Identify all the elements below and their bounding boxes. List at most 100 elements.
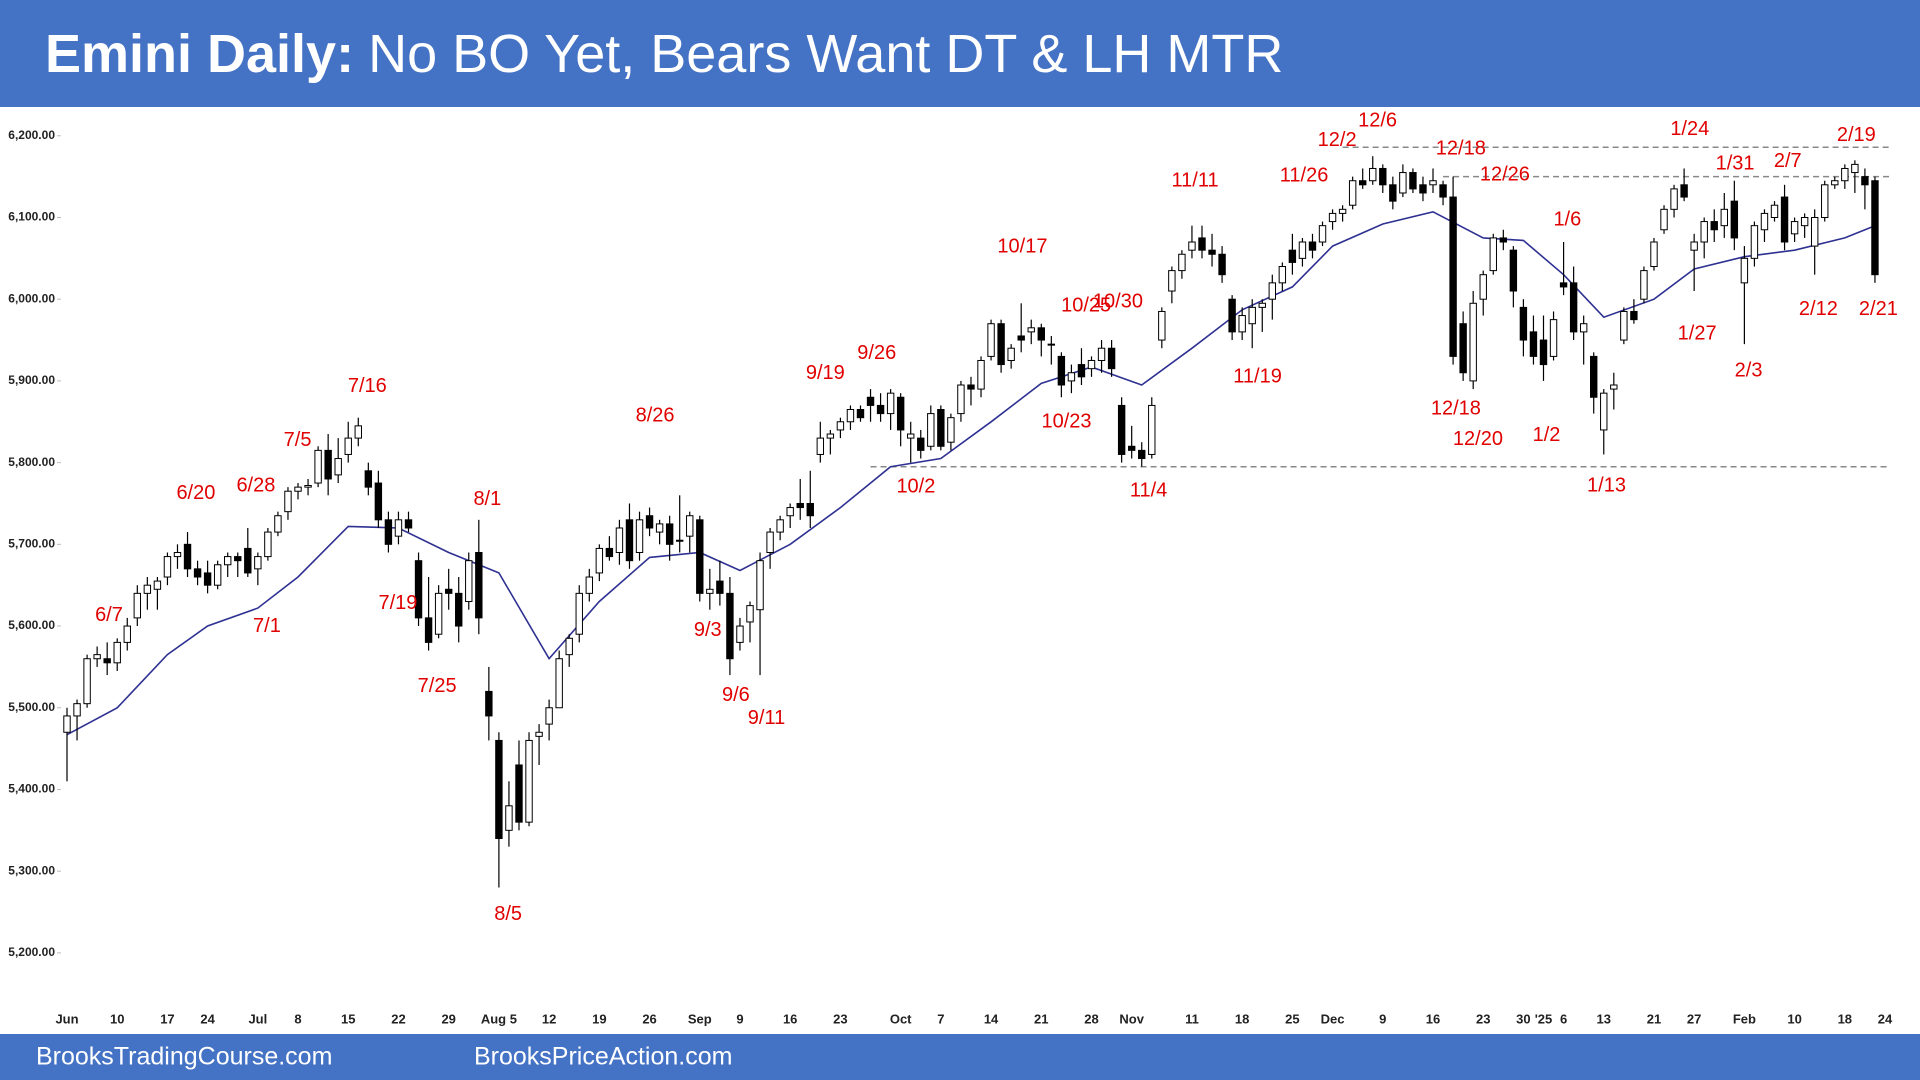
x-tick-label: 14 — [984, 1011, 999, 1026]
candle-body — [947, 417, 955, 443]
candle-body — [63, 715, 71, 733]
candle-body — [987, 323, 995, 357]
candle-body — [1228, 298, 1236, 333]
candle-body — [344, 437, 352, 455]
candle-body — [967, 384, 975, 390]
candle-body — [957, 384, 965, 415]
candle-body — [1600, 392, 1608, 431]
candle-body — [274, 515, 282, 533]
y-tick-label: 5,200.00 — [8, 945, 55, 959]
candle-body — [1660, 208, 1668, 231]
candle-body — [1268, 282, 1277, 300]
annotation: 7/1 — [253, 615, 281, 637]
x-tick-label: 19 — [592, 1011, 606, 1026]
candle-body — [1057, 355, 1066, 386]
candle-body — [103, 658, 111, 664]
candle-body — [1178, 253, 1186, 272]
x-tick-label: Sep — [688, 1011, 712, 1026]
candle-body — [1479, 274, 1487, 300]
candle-body — [1047, 343, 1056, 346]
candle-body — [1348, 180, 1357, 206]
annotation: 6/28 — [236, 474, 275, 496]
candle-body — [997, 323, 1005, 366]
candle-body — [1248, 306, 1256, 325]
candle-body — [163, 556, 172, 578]
annotation: 2/3 — [1735, 359, 1763, 381]
candle-body — [625, 519, 634, 562]
candle-body — [1127, 445, 1136, 451]
annotation: 9/26 — [857, 342, 896, 364]
x-tick-label: 27 — [1687, 1011, 1701, 1026]
candle-body — [455, 592, 463, 627]
x-tick-label: '25 — [1535, 1011, 1553, 1026]
candle-body — [465, 560, 473, 603]
candle-body — [1097, 347, 1106, 361]
candle-body — [535, 731, 543, 737]
candle-body — [575, 592, 583, 635]
candle-body — [1630, 310, 1638, 321]
candle-body — [726, 592, 734, 660]
annotation: 11/11 — [1172, 170, 1219, 192]
y-tick-label: 6,000.00 — [8, 291, 55, 305]
x-tick-label: 11 — [1185, 1011, 1199, 1026]
annotation: 9/19 — [806, 362, 845, 384]
candle-body — [1027, 327, 1035, 333]
candle-body — [806, 502, 814, 517]
y-tick-label: 5,800.00 — [8, 455, 55, 469]
candle-body — [866, 396, 875, 406]
annotation: 12/20 — [1453, 428, 1503, 450]
annotation: 11/26 — [1280, 165, 1329, 187]
candle-body — [1198, 237, 1206, 251]
candle-body — [505, 805, 513, 831]
annotation: 11/4 — [1130, 479, 1167, 501]
candle-body — [1449, 196, 1457, 357]
x-tick-label: Oct — [890, 1011, 912, 1026]
footer-right: BrooksPriceAction.com — [474, 1043, 732, 1071]
candle-body — [1107, 347, 1116, 370]
x-tick-label: 30 — [1516, 1011, 1530, 1026]
candle-body — [846, 409, 855, 423]
candle-body — [133, 592, 142, 619]
candle-body — [886, 392, 895, 415]
candle-body — [977, 359, 985, 390]
candle-body — [1750, 225, 1759, 259]
footer-band — [0, 1034, 1920, 1080]
candle-body — [716, 580, 724, 594]
annotation: 12/6 — [1358, 110, 1397, 132]
annotation: 8/26 — [636, 405, 675, 427]
candle-body — [444, 588, 453, 594]
candle-body — [234, 556, 242, 562]
annotation: 1/24 — [1670, 118, 1709, 140]
candle-body — [1399, 172, 1407, 194]
candle-body — [1328, 212, 1337, 223]
annotation: 10/17 — [997, 236, 1047, 258]
annotation: 2/12 — [1799, 298, 1838, 320]
chart-title: Emini Daily: No BO Yet, Bears Want DT & L… — [45, 24, 1283, 84]
y-tick-label: 6,200.00 — [8, 128, 55, 142]
footer-left: BrooksTradingCourse.com — [36, 1043, 332, 1071]
annotation: 2/21 — [1859, 298, 1898, 320]
candle-body — [304, 485, 312, 488]
candle-body — [615, 527, 624, 554]
candle-body — [876, 404, 885, 415]
x-tick-label: Jul — [248, 1011, 267, 1026]
candle-body — [1338, 208, 1347, 214]
candle-body — [1650, 241, 1658, 268]
x-tick-label: 8 — [294, 1011, 301, 1026]
annotation: 11/19 — [1233, 365, 1282, 387]
candle-body — [1539, 339, 1548, 366]
candle-body — [1188, 241, 1196, 251]
x-tick-label: 29 — [441, 1011, 455, 1026]
candle-body — [917, 437, 925, 451]
candle-body — [314, 449, 322, 484]
candle-body — [1419, 184, 1427, 194]
candle-body — [565, 637, 573, 656]
candle-body — [434, 592, 443, 635]
candle-body — [294, 486, 302, 492]
candle-body — [796, 502, 804, 509]
candle-body — [183, 543, 192, 570]
candle-body — [1459, 323, 1467, 374]
candle-body — [364, 470, 373, 488]
